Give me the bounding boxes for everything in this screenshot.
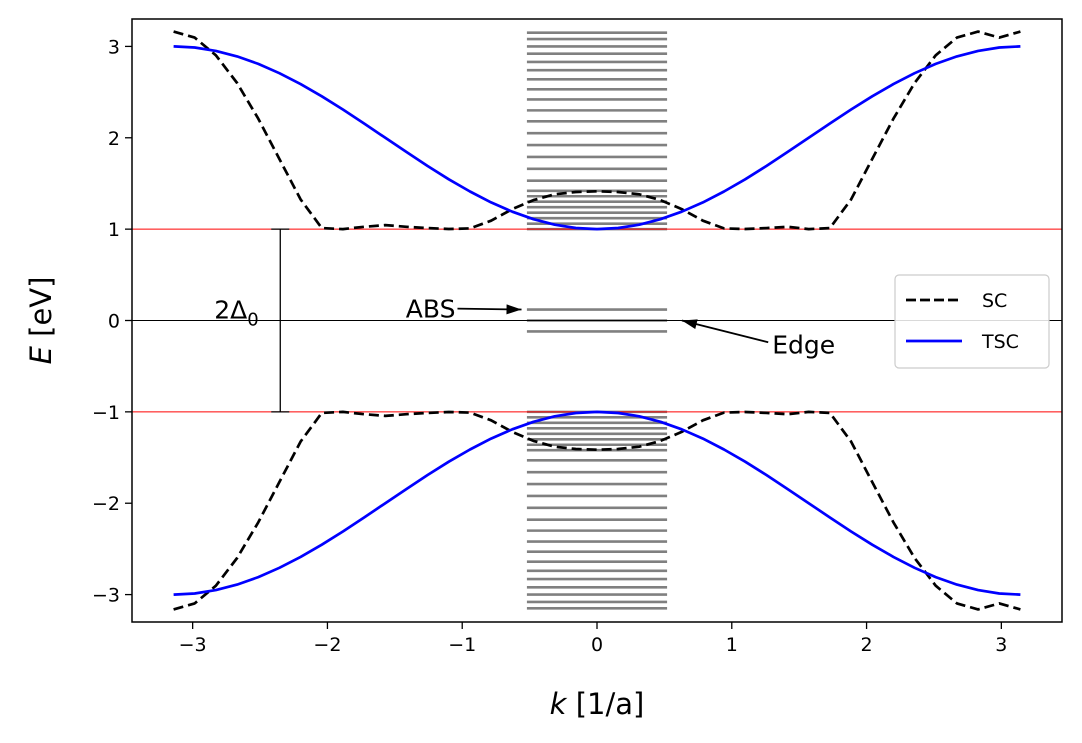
y-axis-unit: [eV] xyxy=(24,277,58,337)
y-axis-label: E [eV] xyxy=(24,277,58,365)
abs-label: ABS xyxy=(406,295,456,324)
x-axis-label: k [1/a] xyxy=(550,687,645,721)
legend: SC TSC xyxy=(894,274,1050,369)
y-tick-label: −2 xyxy=(92,493,120,515)
gap-label-main: 2Δ xyxy=(214,296,247,325)
tsc-lower-band xyxy=(173,410,1021,596)
x-tick-label: 2 xyxy=(861,634,873,656)
annotations: 2Δ0 ABS Edge xyxy=(214,295,835,360)
y-axis: −3 −2 −1 0 1 2 3 xyxy=(92,36,132,607)
x-tick-label: −2 xyxy=(313,634,341,656)
edge-arrowhead xyxy=(681,319,698,330)
gap-label-subscript: 0 xyxy=(247,310,258,331)
abs-arrowhead xyxy=(506,304,522,315)
x-axis-variable: k xyxy=(550,687,568,721)
y-tick-label: 3 xyxy=(108,36,120,58)
x-tick-label: −1 xyxy=(448,634,476,656)
edge-label: Edge xyxy=(772,330,835,359)
y-tick-label: −3 xyxy=(92,585,120,607)
x-axis: −3 −2 −1 0 1 2 3 xyxy=(179,622,1007,656)
y-tick-label: 0 xyxy=(108,311,120,333)
y-axis-variable: E xyxy=(24,345,58,364)
legend-box xyxy=(894,274,1050,369)
plot-area xyxy=(132,30,1062,611)
sc-lower-band xyxy=(173,410,1021,611)
x-axis-unit: [1/a] xyxy=(576,687,645,721)
y-tick-label: −1 xyxy=(92,402,120,424)
y-tick-label: 1 xyxy=(108,219,120,241)
y-tick-label: 2 xyxy=(108,128,120,150)
sc-upper-band xyxy=(173,30,1021,231)
gap-label: 2Δ0 xyxy=(214,296,258,331)
x-tick-label: 0 xyxy=(591,634,603,656)
x-tick-label: −3 xyxy=(179,634,207,656)
legend-label-tsc: TSC xyxy=(981,331,1019,353)
x-tick-label: 3 xyxy=(995,634,1007,656)
legend-label-sc: SC xyxy=(982,290,1007,312)
x-tick-label: 1 xyxy=(726,634,738,656)
tsc-upper-band xyxy=(173,45,1021,231)
